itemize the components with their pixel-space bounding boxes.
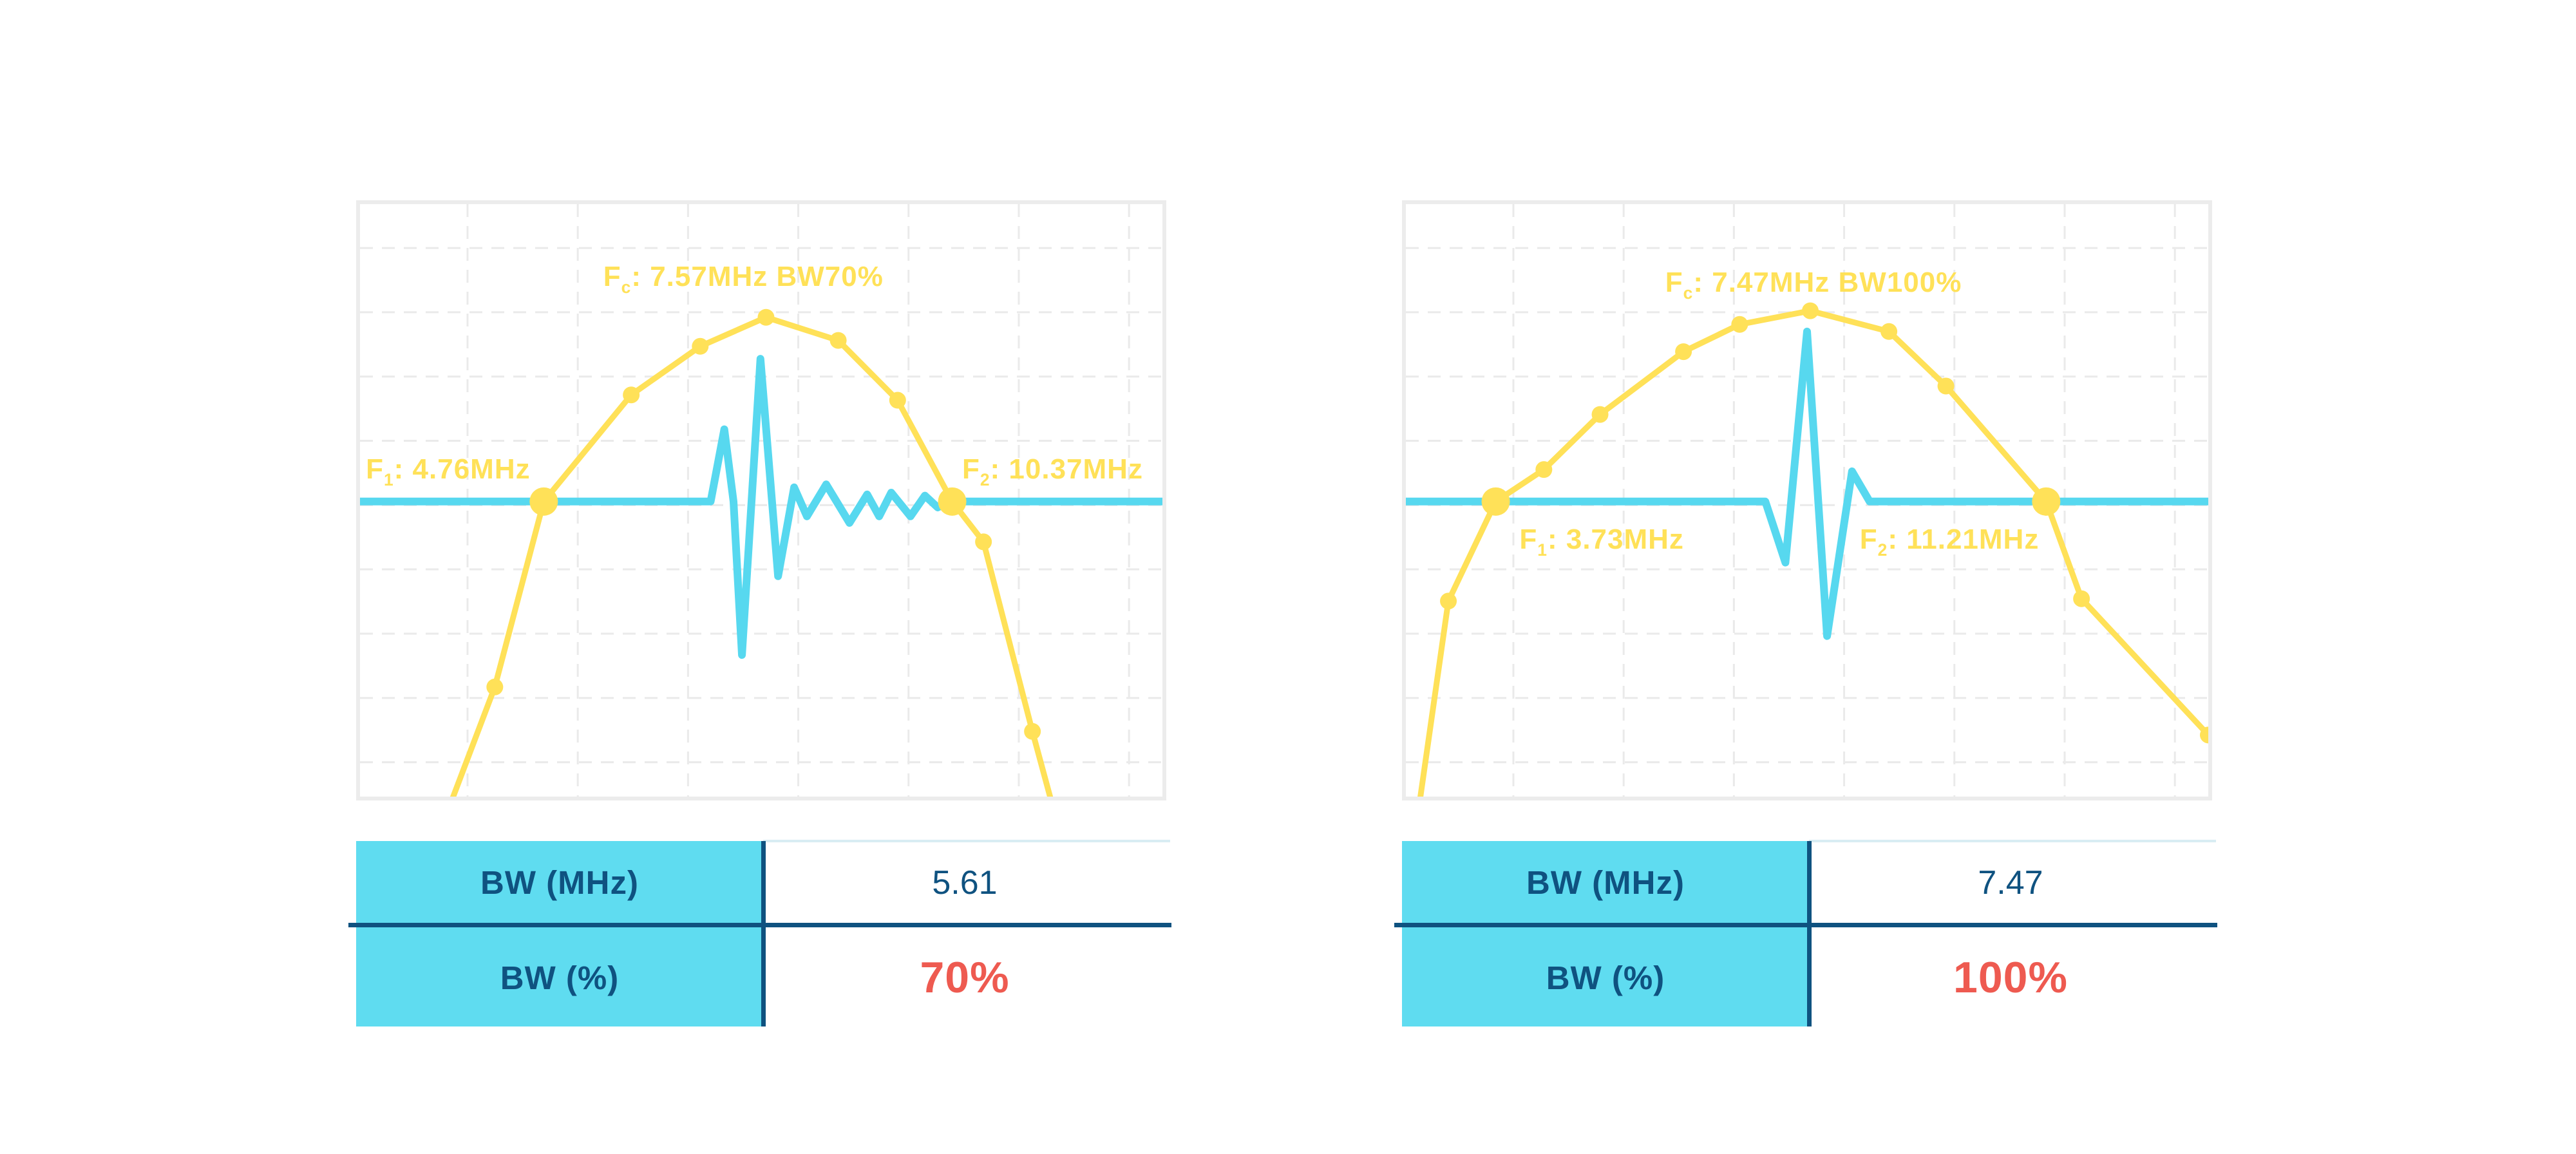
table-column-divider (761, 841, 766, 1026)
f2-frequency-label: F2: 10.37MHz (961, 453, 1143, 488)
f2-value-text: : 11.21MHz (1888, 523, 2040, 555)
value-column-top-divider (763, 840, 1170, 842)
bandwidth-table-bw70: BW (MHz) BW (%) 5.61 70% (348, 840, 1171, 1026)
f1-subscript: 1 (383, 469, 394, 489)
table-row-label-bw-percent: BW (%) (1546, 960, 1665, 996)
table-row-divider (1394, 923, 2217, 927)
center-frequency-label: Fc: 7.47MHz BW100% (1665, 266, 1962, 301)
f2-value-text: : 10.37MHz (990, 453, 1143, 485)
f1-frequency-label: F1: 3.73MHz (1519, 523, 1684, 558)
fc-value-text: : 7.57MHz BW70% (631, 261, 884, 293)
fc-symbol: F (603, 261, 621, 293)
f2-symbol: F (1859, 523, 1878, 555)
table-value-bw-percent: 70% (920, 953, 1010, 1002)
fc-subscript: c (1683, 283, 1694, 303)
spectrum-chart-bw100 (1402, 200, 2212, 800)
table-header-column (356, 841, 763, 1026)
table-row-label-bw-percent: BW (%) (500, 960, 620, 996)
table-row-label-bw-mhz: BW (MHz) (1526, 864, 1685, 901)
f2-frequency-label: F2: 11.21MHz (1859, 523, 2040, 558)
table-header-column (1402, 841, 1809, 1026)
f2-subscript: 2 (1877, 540, 1888, 560)
f2-subscript: 2 (980, 469, 990, 489)
f1-subscript: 1 (1537, 540, 1548, 560)
f1-symbol: F (366, 453, 384, 485)
fc-subscript: c (621, 278, 632, 298)
f1-symbol: F (1519, 523, 1538, 555)
table-value-bw-mhz: 7.47 (1978, 864, 2043, 902)
fc-value-text: : 7.47MHz BW100% (1693, 266, 1962, 298)
value-column-top-divider (1809, 840, 2216, 842)
spectrum-chart-bw70 (356, 200, 1166, 800)
f2-symbol: F (961, 453, 980, 485)
table-value-bw-mhz: 5.61 (932, 864, 998, 902)
f1-frequency-label: F1: 4.76MHz (366, 453, 531, 488)
table-column-divider (1807, 841, 1812, 1026)
table-value-bw-percent: 100% (1953, 953, 2068, 1002)
f1-value-text: : 4.76MHz (393, 453, 531, 485)
table-row-label-bw-mhz: BW (MHz) (480, 864, 639, 901)
bandwidth-table-bw100: BW (MHz) BW (%) 7.47 100% (1394, 840, 2217, 1026)
fc-symbol: F (1665, 266, 1683, 298)
f1-value-text: : 3.73MHz (1547, 523, 1684, 555)
center-frequency-label: Fc: 7.57MHz BW70% (603, 261, 884, 296)
chart-panel-bw100: Fc: 7.47MHz BW100% F1: 3.73MHz F2: 11.21… (1402, 200, 2212, 800)
table-row-divider (348, 923, 1171, 927)
chart-panel-bw70: Fc: 7.57MHz BW70% F1: 4.76MHz F2: 10.37M… (356, 200, 1166, 800)
